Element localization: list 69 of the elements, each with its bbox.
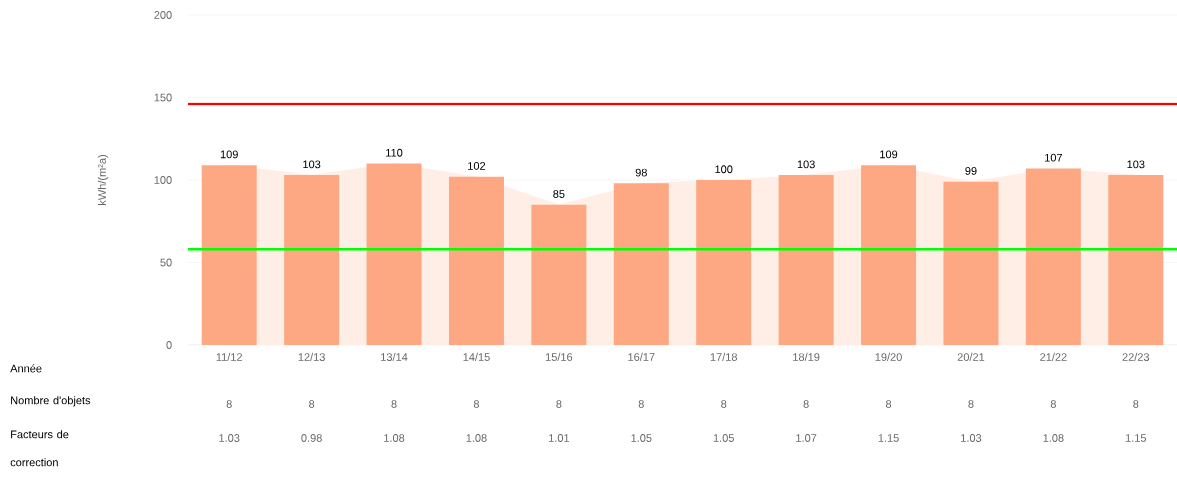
x-tick-label: 19/20 <box>875 352 902 361</box>
text: 1.03 <box>219 434 240 442</box>
x-tick-label: 12/13 <box>298 352 325 361</box>
x-tick-label: 20/21 <box>957 352 985 361</box>
text: 1.15 <box>878 434 899 442</box>
text: 8 <box>391 400 397 408</box>
x-tick-label: 17/18 <box>710 352 737 361</box>
x-tick-label: 15/16 <box>545 352 573 361</box>
text: 8 <box>1133 400 1139 408</box>
text: 1.08 <box>1043 434 1064 442</box>
text: Année <box>10 364 42 373</box>
data-label: 107 <box>1045 153 1063 162</box>
x-tick-label: 14/15 <box>463 352 490 361</box>
bar <box>943 181 999 345</box>
text: 1.03 <box>961 434 982 442</box>
text: 8 <box>473 400 480 408</box>
bar <box>778 175 834 345</box>
x-tick-label: 11/12 <box>216 352 243 361</box>
y-axis-title: kWh/(m²a) <box>97 155 109 205</box>
x-tick-label: 18/19 <box>793 352 820 361</box>
bar <box>531 204 587 345</box>
text: 1.08 <box>384 434 405 442</box>
text: 8 <box>226 400 232 408</box>
text: 0.98 <box>301 434 322 442</box>
bar <box>448 176 504 345</box>
x-tick-label: 22/23 <box>1122 352 1150 361</box>
text: 1.15 <box>1125 434 1147 442</box>
data-label: 109 <box>880 150 898 159</box>
data-label: 103 <box>303 160 321 169</box>
text: Nombre d'objets <box>11 396 91 407</box>
text: 8 <box>968 400 974 408</box>
y-tick-label: 200 <box>154 11 172 19</box>
bar <box>201 165 257 345</box>
bar <box>861 165 917 345</box>
data-label: 110 <box>386 148 403 157</box>
data-label: 99 <box>965 167 977 175</box>
text: 8 <box>803 400 809 408</box>
data-label: 109 <box>220 150 238 159</box>
text: 8 <box>721 400 727 408</box>
y-tick-label: 0 <box>166 341 172 349</box>
x-tick-label: 21/22 <box>1040 352 1067 361</box>
text: Facteurs de correction <box>10 430 69 467</box>
text: 1.05 <box>713 434 734 442</box>
bar <box>366 163 422 345</box>
y-tick-label: 150 <box>154 93 172 102</box>
text: 1.01 <box>549 434 570 442</box>
data-label: 85 <box>553 190 565 198</box>
text: 1.08 <box>466 434 487 442</box>
y-tick-label: 50 <box>160 258 172 267</box>
data-label: 102 <box>468 162 486 170</box>
bar <box>1025 168 1081 345</box>
text: 8 <box>885 400 892 408</box>
x-tick-label: 13/14 <box>381 352 408 361</box>
data-label: 103 <box>797 160 815 169</box>
text: 1.05 <box>631 434 652 442</box>
bar <box>1108 175 1164 345</box>
bar <box>696 180 752 345</box>
data-label: 98 <box>635 168 647 177</box>
text: 8 <box>556 400 562 408</box>
data-label: 100 <box>715 165 733 174</box>
text: 1.07 <box>796 434 817 442</box>
text: 8 <box>1050 400 1056 408</box>
text: 8 <box>638 400 644 408</box>
text: 8 <box>309 400 315 408</box>
y-tick-label: 100 <box>154 176 172 184</box>
data-label: 103 <box>1127 160 1145 169</box>
x-tick-label: 16/17 <box>628 352 655 361</box>
bar <box>284 175 340 345</box>
bar <box>613 183 669 345</box>
